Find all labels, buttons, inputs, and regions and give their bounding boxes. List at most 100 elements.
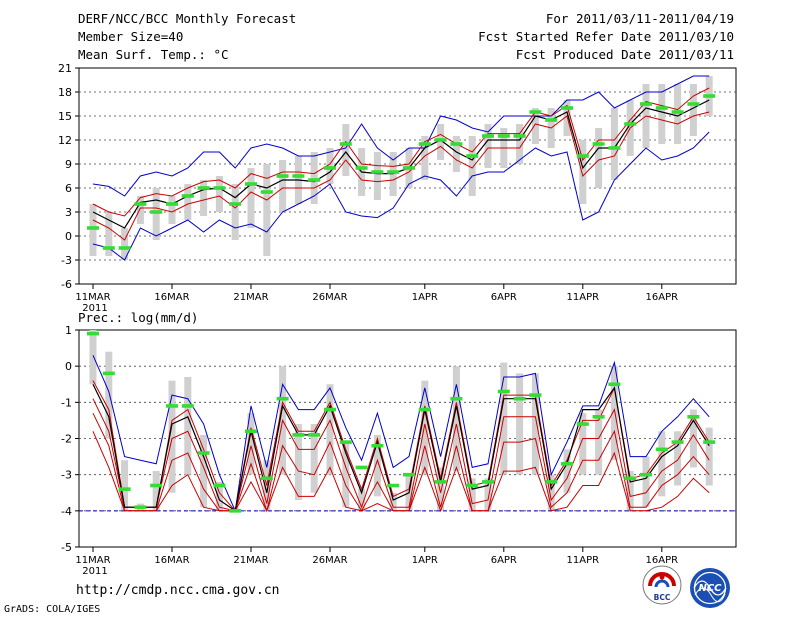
precip-series-max <box>92 355 710 513</box>
temp-median-mark <box>687 102 700 106</box>
temp-median-mark <box>260 190 273 194</box>
temp-median-mark <box>387 170 400 174</box>
precip-spread-box <box>626 471 634 511</box>
temp-median-mark <box>640 102 652 106</box>
temp-ytick-label: 0 <box>65 230 72 243</box>
temp-series-p_high <box>92 87 710 217</box>
temp-ytick-label: 18 <box>58 86 72 99</box>
temp-spread-box <box>421 136 429 180</box>
figure-title: DERF/NCC/BCC Monthly Forecast <box>78 11 297 26</box>
precip-median-mark <box>434 480 447 484</box>
temp-median-mark <box>529 110 542 114</box>
precip-median-mark <box>339 440 352 444</box>
precip-median-mark <box>260 476 273 481</box>
temp-median-mark <box>450 142 463 146</box>
precip-median-mark <box>482 480 494 484</box>
precip-xtick-label: 16MAR <box>154 555 189 566</box>
precip-year-label: 2011 <box>82 566 107 577</box>
temp-spread-box <box>168 196 176 224</box>
precip-ytick-label: -2 <box>61 433 72 446</box>
temp-median-mark <box>150 210 163 214</box>
precip-xtick-label: 11MAR <box>75 555 110 566</box>
temp-xtick-label: 21MAR <box>233 292 268 303</box>
temp-spread-box <box>247 168 255 228</box>
precip-series-mean <box>92 384 710 512</box>
temp-median-mark <box>308 178 321 182</box>
temp-spread-box <box>674 84 682 144</box>
temp-median-mark <box>671 110 684 114</box>
member-size: Member Size=40 <box>78 29 184 44</box>
temp-median-mark <box>371 170 384 174</box>
temp-spread-box <box>342 124 350 176</box>
precip-ytick-label: -3 <box>61 469 72 482</box>
temp-spread-box <box>105 212 113 256</box>
temp-xtick-label: 6APR <box>491 292 517 303</box>
temp-median-mark <box>292 174 305 178</box>
precip-spread-box <box>531 373 539 475</box>
precip-median-mark <box>624 476 637 481</box>
precip-median-mark <box>166 404 178 408</box>
precip-median-mark <box>308 433 321 437</box>
temp-median-mark <box>276 174 289 178</box>
precip-spread-box <box>705 427 713 486</box>
temp-spread-box <box>136 196 144 224</box>
temp-median-mark <box>418 142 431 146</box>
precip-spread-box <box>121 460 129 511</box>
temp-median-mark <box>655 106 668 110</box>
temp-median-mark <box>592 142 605 146</box>
temp-median-mark <box>87 226 99 230</box>
temp-spread-box <box>437 124 445 160</box>
temp-xtick-label: 16APR <box>646 292 679 303</box>
precip-xtick-label: 11APR <box>567 555 600 566</box>
temp-spread-box <box>279 160 287 212</box>
precip-median-mark <box>245 429 257 434</box>
temp-spread-box <box>579 140 587 204</box>
precip-spread-box <box>310 424 318 493</box>
temp-ytick-label: 6 <box>65 182 72 195</box>
precip-median-mark <box>703 440 716 444</box>
precip-spread-box <box>674 431 682 486</box>
temp-series-min <box>92 131 710 261</box>
precip-spread-box <box>437 467 445 511</box>
precip-median-mark <box>134 505 147 510</box>
temp-spread-box <box>658 84 666 144</box>
source-url[interactable]: http://cmdp.ncc.cma.gov.cn <box>76 583 280 598</box>
temperature-variable-label: Mean Surf. Temp.: °C <box>78 47 229 62</box>
temp-spread-box <box>231 184 239 240</box>
forecast-period: For 2011/03/11-2011/04/19 <box>545 11 734 26</box>
precip-spread-box <box>642 456 650 508</box>
precip-spread-box <box>484 478 492 511</box>
precip-median-mark <box>418 407 431 412</box>
precip-plot-frame <box>78 329 737 548</box>
precip-xtick-label: 21MAR <box>233 555 268 566</box>
precip-spread-box <box>563 449 571 493</box>
precip-median-mark <box>181 404 194 408</box>
temp-median-mark <box>513 134 526 138</box>
precip-spread-box <box>516 373 524 475</box>
temp-median-mark <box>229 202 242 206</box>
temp-median-mark <box>545 118 558 122</box>
precip-median-mark <box>87 331 99 336</box>
precip-median-mark <box>324 407 336 412</box>
temp-median-mark <box>102 246 115 250</box>
forecast-produced-date: Fcst Produced Date 2011/03/11 <box>515 47 734 62</box>
precip-spread-box <box>342 442 350 508</box>
precip-median-mark <box>687 415 700 419</box>
precip-spread-box <box>200 434 208 508</box>
precip-spread-box <box>689 409 697 468</box>
temp-spread-box <box>310 152 318 204</box>
temp-median-mark <box>403 166 415 170</box>
precip-ytick-label: -1 <box>61 396 72 409</box>
precip-series-p_high <box>92 380 710 512</box>
temp-series-max <box>92 75 710 197</box>
precip-spread-box <box>105 351 113 439</box>
temp-ytick-label: -3 <box>61 254 72 267</box>
precip-median-mark <box>118 487 131 491</box>
temp-median-mark <box>213 186 226 190</box>
temp-median-mark <box>482 134 494 138</box>
precip-median-mark <box>529 393 542 397</box>
temp-spread-box <box>373 152 381 200</box>
precip-series-p_min <box>92 431 710 513</box>
temp-median-mark <box>324 166 336 170</box>
